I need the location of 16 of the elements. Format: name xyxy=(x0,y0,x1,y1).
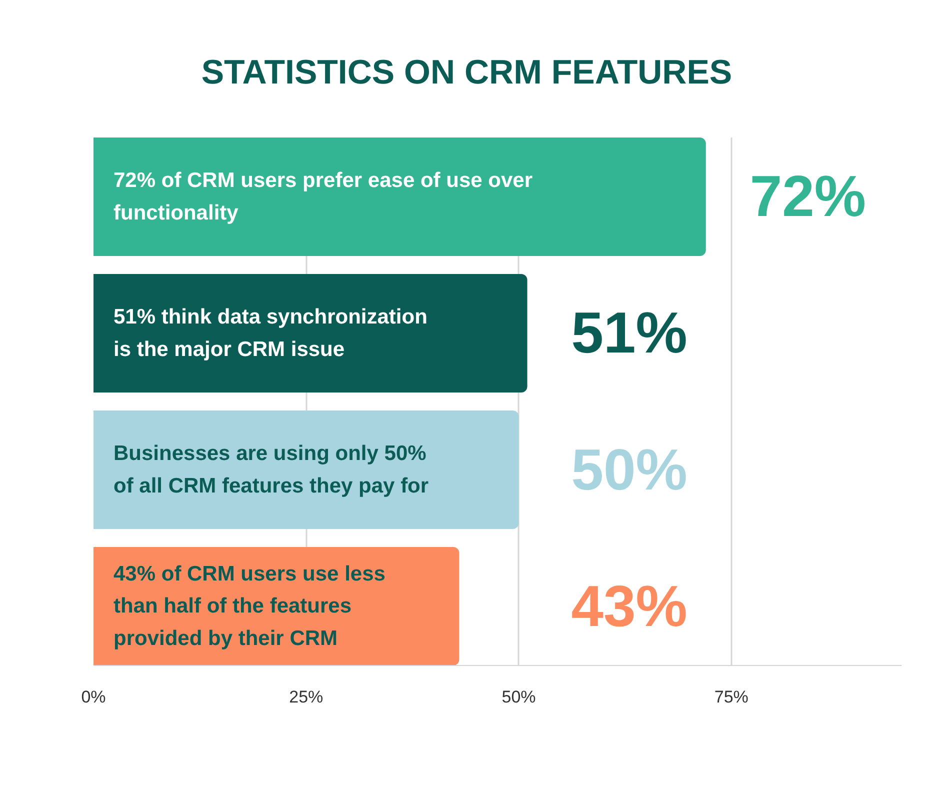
x-tick-label: 0% xyxy=(81,688,106,706)
bar xyxy=(94,274,528,392)
y-tick-label: Businesses are using only 50% of all CRM features they pay for xyxy=(114,442,429,498)
y-tick-label: 51% think data synchronization is the major CRM issue xyxy=(114,306,428,361)
data-label: 51% xyxy=(571,300,688,366)
data-label: 50% xyxy=(571,437,688,502)
data-label: 43% xyxy=(571,574,688,639)
x-tick-label: 75% xyxy=(714,688,748,706)
y-tick-label: 43% of CRM users use less than half of the features provided by their CRM xyxy=(114,562,386,650)
bar xyxy=(94,138,706,256)
bar xyxy=(94,410,519,529)
x-tick-label: 50% xyxy=(502,688,536,706)
chart-title: STATISTICS ON CRM FEATURES xyxy=(201,54,732,92)
x-tick-label: 25% xyxy=(289,688,324,706)
data-label: 72% xyxy=(750,164,866,230)
y-tick-label: 72% of CRM users prefer ease of use over functionality xyxy=(114,169,532,224)
